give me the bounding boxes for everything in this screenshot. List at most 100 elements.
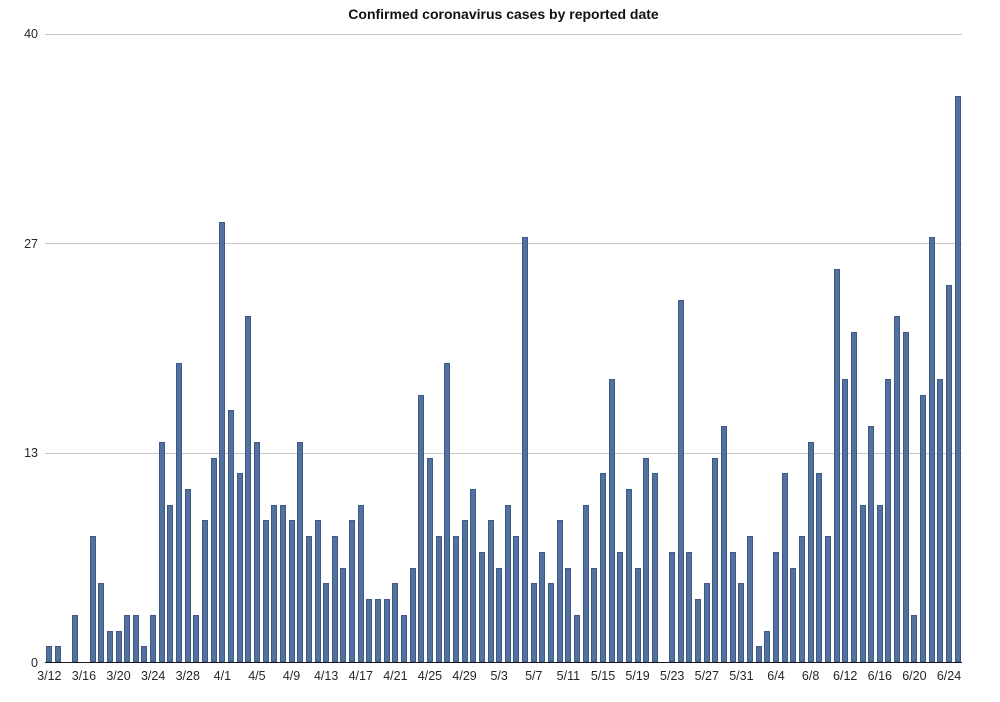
bar: [210, 457, 217, 662]
x-tick-label: 3/12: [37, 669, 62, 683]
bar: [522, 237, 529, 662]
bar: [582, 504, 589, 662]
bar: [253, 441, 260, 662]
bar: [426, 457, 433, 662]
bar: [418, 394, 425, 662]
bar: [115, 630, 122, 662]
x-tick-label: 6/24: [936, 669, 962, 683]
y-tick-label: 40: [24, 27, 38, 41]
bar: [487, 520, 494, 662]
bar: [89, 536, 96, 662]
x-tick-label: 5/7: [525, 669, 543, 683]
bar: [755, 646, 762, 662]
bar: [781, 473, 788, 662]
bar: [461, 520, 468, 662]
x-tick-label: 5/31: [729, 669, 754, 683]
bar: [297, 441, 304, 662]
bar: [712, 457, 719, 662]
x-tick-label: 3/28: [175, 669, 200, 683]
bar: [721, 426, 728, 662]
x-tick-label: 3/24: [140, 669, 166, 683]
bar: [279, 504, 286, 662]
bar: [651, 473, 658, 662]
bar: [643, 457, 650, 662]
bar: [911, 614, 918, 662]
x-tick-label: 5/3: [490, 669, 508, 683]
bar: [383, 599, 390, 662]
bar: [106, 630, 113, 662]
bar: [824, 536, 831, 662]
bar: [530, 583, 537, 662]
x-tick-label: 6/8: [801, 669, 820, 683]
bar: [876, 504, 883, 662]
bar: [928, 237, 935, 662]
bar: [496, 567, 503, 662]
bar: [141, 646, 148, 662]
bar: [937, 378, 944, 662]
bar: [375, 599, 382, 662]
bar: [920, 394, 927, 662]
bar: [478, 551, 485, 662]
bar: [54, 646, 61, 662]
x-tick-label: 5/27: [694, 669, 719, 683]
bar: [193, 614, 200, 662]
x-tick-label: 3/16: [71, 669, 97, 683]
bar: [894, 316, 901, 662]
chart-title: Confirmed coronavirus cases by reported …: [348, 6, 659, 22]
bar: [349, 520, 356, 662]
bar: [184, 489, 191, 662]
x-tick-label: 4/5: [248, 669, 266, 683]
bar: [470, 489, 477, 662]
gridline: [45, 33, 962, 35]
bar: [435, 536, 442, 662]
x-tick-label: 6/20: [902, 669, 927, 683]
x-tick-label: 4/1: [213, 669, 232, 683]
bar: [132, 614, 139, 662]
x-tick-label: 4/13: [313, 669, 339, 683]
bar: [227, 410, 234, 662]
x-tick-label: 6/12: [833, 669, 858, 683]
bar: [798, 536, 805, 662]
bar: [695, 599, 702, 662]
bar: [124, 614, 131, 662]
bar: [842, 378, 849, 662]
bar: [946, 284, 953, 662]
bar: [539, 551, 546, 662]
x-axis-line: [45, 662, 962, 663]
bar: [764, 630, 771, 662]
x-tick-label: 5/19: [625, 669, 650, 683]
x-tick-label: 3/20: [106, 669, 131, 683]
bar: [868, 426, 875, 662]
bar: [790, 567, 797, 662]
bar: [703, 583, 710, 662]
bar: [357, 504, 364, 662]
bar: [859, 504, 866, 662]
bar: [669, 551, 676, 662]
x-tick-label: 5/15: [590, 669, 616, 683]
bar: [323, 583, 330, 662]
y-tick-label: 0: [31, 656, 38, 670]
gridline: [45, 243, 962, 245]
bar: [271, 504, 278, 662]
x-tick-label: 5/23: [660, 669, 685, 683]
bar: [452, 536, 459, 662]
x-tick-label: 4/17: [348, 669, 373, 683]
bar: [245, 316, 252, 662]
bar: [608, 378, 615, 662]
bar: [236, 473, 243, 662]
gridline: [45, 452, 962, 454]
bar: [954, 95, 961, 662]
bar: [158, 441, 165, 662]
bar: [686, 551, 693, 662]
y-tick-label: 13: [24, 446, 38, 461]
bar: [617, 551, 624, 662]
bar: [833, 268, 840, 662]
bar: [98, 583, 105, 662]
bar: [807, 441, 814, 662]
bar: [513, 536, 520, 662]
x-tick-label: 6/4: [767, 669, 785, 683]
bar: [885, 378, 892, 662]
bar: [504, 504, 511, 662]
bar: [401, 614, 407, 662]
